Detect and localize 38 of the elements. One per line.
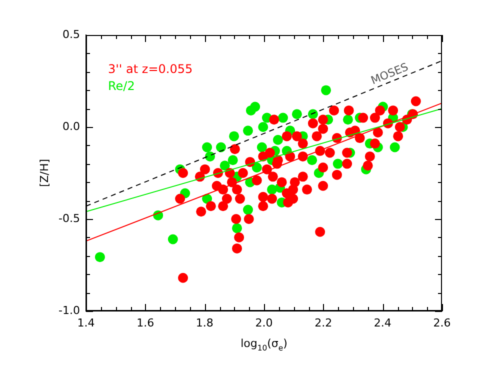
point <box>256 142 267 152</box>
point <box>308 109 318 120</box>
point <box>242 204 253 215</box>
point <box>272 134 283 145</box>
x-tick-label: 1.6 <box>136 316 154 330</box>
point <box>250 102 260 112</box>
point <box>205 151 216 162</box>
text: Re/2 <box>108 79 135 93</box>
x-tick-label: 2.2 <box>314 316 332 330</box>
y-tick-label: 0.0 <box>62 120 80 133</box>
point <box>216 142 226 152</box>
x-tick-label: 2.6 <box>433 316 451 330</box>
point <box>332 158 343 169</box>
point <box>390 142 400 152</box>
point <box>242 126 253 136</box>
point <box>94 252 105 262</box>
x-tick-label: 2.4 <box>374 316 392 330</box>
point <box>229 131 240 142</box>
y-tick-label: -1.0 <box>58 304 80 317</box>
y-tick-label: -0.5 <box>58 212 80 225</box>
x-tick-label: 2.0 <box>255 316 273 330</box>
point <box>278 112 288 123</box>
point <box>168 234 178 244</box>
y-axis-title: [Z/H] <box>38 158 51 188</box>
point <box>220 160 230 171</box>
x-tick-label: 1.8 <box>196 316 214 330</box>
point <box>232 223 242 234</box>
point <box>258 122 268 132</box>
point <box>292 109 302 120</box>
point <box>252 162 262 172</box>
point <box>342 114 353 125</box>
y-tick-label: 0.5 <box>62 28 80 41</box>
point <box>307 155 318 166</box>
text: 3'' at z=0.055 <box>108 62 193 76</box>
point <box>202 142 212 152</box>
x-tick-label: 1.4 <box>77 316 95 330</box>
point <box>228 155 238 166</box>
point <box>321 85 332 96</box>
